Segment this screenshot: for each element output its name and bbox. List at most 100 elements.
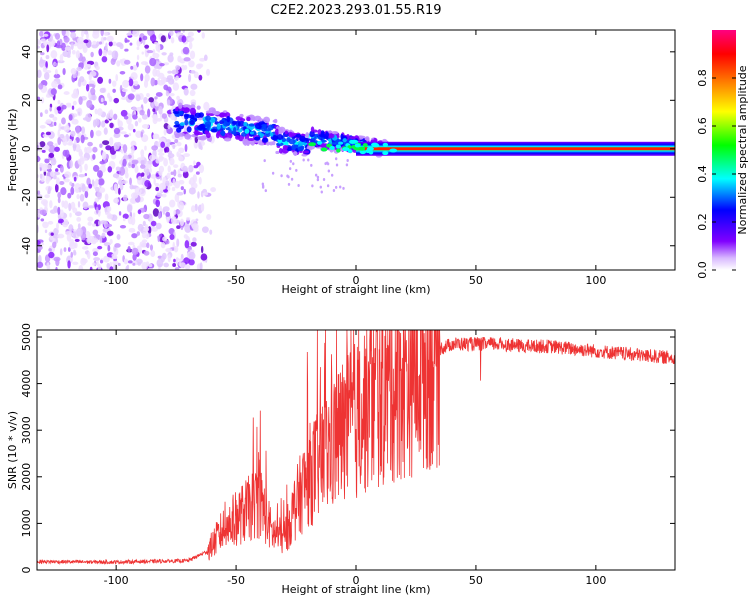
spectrogram-transition-blob xyxy=(314,140,318,144)
spectrogram-noise-blob xyxy=(200,203,204,212)
spectrogram-noise-blob xyxy=(178,201,185,211)
spectrogram-noise-blob xyxy=(48,113,55,118)
spectrogram-noise-blob xyxy=(202,192,209,196)
spectrogram-noise-blob xyxy=(37,96,41,101)
y-tick-label: 4000 xyxy=(20,370,33,398)
spectrogram-noise-blob xyxy=(159,205,162,212)
spectrogram-noise-blob xyxy=(92,164,100,172)
spectrogram-speck xyxy=(326,184,330,188)
spectrogram-noise-blob xyxy=(99,235,103,244)
spectrogram-noise-blob xyxy=(111,50,119,60)
spectrogram-noise-blob xyxy=(165,240,170,245)
spectrogram-noise-blob xyxy=(147,267,153,270)
spectrogram-noise-blob xyxy=(198,74,203,81)
spectrogram-speck xyxy=(325,161,329,165)
spectrogram-noise-blob xyxy=(126,204,133,213)
spectrogram-noise-blob xyxy=(72,144,77,149)
spectrogram-noise-blob xyxy=(173,164,179,169)
spectrogram-transition-blob xyxy=(229,124,233,129)
spectrogram-noise-blob xyxy=(188,73,192,83)
spectrogram-speck xyxy=(316,175,320,179)
spectrogram-noise-blob xyxy=(133,80,139,87)
spectrogram-noise-blob xyxy=(57,60,65,64)
spectrogram-noise-blob xyxy=(120,109,128,117)
spectrogram-noise-blob xyxy=(37,261,44,268)
spectrogram-noise-blob xyxy=(79,164,83,173)
spectrogram-noise-blob xyxy=(67,192,72,199)
spectrogram-noise-blob xyxy=(57,206,61,215)
spectrogram-noise-blob xyxy=(107,92,111,99)
spectrogram-noise-blob xyxy=(107,166,113,173)
spectrogram-noise-blob xyxy=(92,238,99,243)
spectrogram-noise-blob xyxy=(144,62,148,66)
spectrogram-noise-blob xyxy=(138,37,142,42)
spectrogram-noise-blob xyxy=(171,186,176,192)
spectrogram-noise-blob xyxy=(63,178,70,183)
spectrogram-noise-blob xyxy=(118,211,122,216)
spectrogram-noise-blob xyxy=(91,223,97,227)
spectrogram-noise-blob xyxy=(52,157,56,163)
spectrogram-noise-blob xyxy=(38,254,42,264)
spectrogram-noise-blob xyxy=(177,173,182,178)
spectrogram-noise-blob xyxy=(144,44,150,49)
spectrogram-transition-blob xyxy=(263,116,271,124)
spectrogram-noise-blob xyxy=(145,160,149,170)
snr-x-label: Height of straight line (km) xyxy=(281,583,430,596)
spectrogram-transition-blob xyxy=(300,141,305,145)
spectrogram-noise-blob xyxy=(143,250,150,256)
spectrogram-transition-blob xyxy=(261,126,268,132)
spectrogram-noise-blob xyxy=(70,251,74,258)
spectrogram-noise-blob xyxy=(82,44,88,54)
spectrogram-noise-blob xyxy=(105,42,108,51)
spectrogram-transition-blob xyxy=(189,107,197,115)
spectrogram-carrier-blob xyxy=(349,139,356,144)
spectrogram-noise-blob xyxy=(130,140,137,148)
spectrogram-carrier-blob xyxy=(382,151,389,156)
spectrogram-noise-blob xyxy=(165,247,173,253)
spectrogram-noise-blob xyxy=(59,248,63,256)
spectrogram-noise-blob xyxy=(95,186,100,192)
spectrogram-noise-blob xyxy=(182,46,190,55)
spectrogram-noise-blob xyxy=(99,259,104,264)
spectrogram-noise-blob xyxy=(77,223,81,230)
spectrogram-noise-blob xyxy=(158,105,163,115)
spectrogram-transition-blob xyxy=(210,128,218,133)
spectrogram-noise-blob xyxy=(140,149,145,157)
spectrogram-noise-blob xyxy=(101,56,108,63)
spectrogram-y-label: Frequency (Hz) xyxy=(6,109,19,192)
spectrogram-noise-blob xyxy=(55,266,58,270)
spectrogram-noise-blob xyxy=(132,128,136,133)
spectrogram-transition-blob xyxy=(331,130,339,135)
spectrogram-transition-blob xyxy=(237,128,243,133)
spectrogram-noise-blob xyxy=(182,170,189,179)
spectrogram-noise-blob xyxy=(46,44,50,53)
spectrogram-noise-blob xyxy=(134,120,139,127)
spectrogram-noise-blob xyxy=(188,180,192,185)
spectrogram-noise-blob xyxy=(165,211,171,217)
spectrogram-noise-blob xyxy=(70,32,77,39)
spectrogram-transition-blob xyxy=(184,119,189,126)
spectrogram-noise-blob xyxy=(160,141,166,148)
spectrogram-noise-blob xyxy=(146,93,150,98)
spectrogram-transition-blob xyxy=(248,123,256,127)
spectrogram-noise-blob xyxy=(57,233,65,239)
spectrogram-noise-blob xyxy=(103,127,108,135)
spectrogram-transition-blob xyxy=(293,151,298,156)
spectrogram-noise-blob xyxy=(203,101,210,111)
spectrogram-noise-blob xyxy=(126,32,132,36)
spectrogram-transition-blob xyxy=(232,120,237,125)
spectrogram-noise-blob xyxy=(92,40,97,45)
spectrogram-transition-blob xyxy=(207,137,212,141)
spectrogram-noise-blob xyxy=(102,228,108,233)
spectrogram-noise-blob xyxy=(141,51,144,55)
spectrogram-carrier-blob xyxy=(372,143,380,148)
spectrogram-speck xyxy=(287,182,291,186)
spectrogram-noise-blob xyxy=(174,180,181,189)
spectrogram-noise-blob xyxy=(107,50,113,56)
spectrogram-noise-blob xyxy=(142,35,148,41)
spectrogram-noise-blob xyxy=(124,48,129,52)
spectrogram-transition-blob xyxy=(364,136,370,142)
spectrogram-transition-blob xyxy=(257,131,262,136)
spectrogram-noise-blob xyxy=(78,265,84,270)
spectrogram-noise-blob xyxy=(160,35,166,43)
